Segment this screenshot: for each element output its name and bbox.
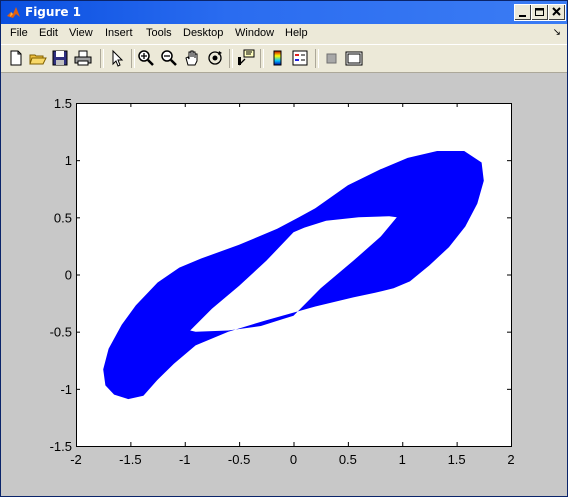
menu-file[interactable]: File [10,27,28,39]
y-tick-label: 0 [65,268,72,283]
toolbar-separator [315,49,319,68]
open-file-icon[interactable] [29,49,47,67]
data-cursor-icon[interactable] [237,49,255,67]
menu-view[interactable]: View [69,27,93,39]
toolbar-separator [260,49,264,68]
toolbar-separator [131,49,135,68]
show-plot-tools-icon[interactable] [345,49,363,67]
window-title: Figure 1 [25,5,82,19]
hide-plot-tools-icon[interactable] [323,49,341,67]
toolbar-separator [229,49,233,68]
close-button[interactable] [548,4,566,21]
x-tick-label: -1 [179,452,191,467]
menu-tools[interactable]: Tools [146,27,172,39]
y-tick-label: 1.5 [54,96,72,111]
menu-edit[interactable]: Edit [39,27,58,39]
edit-plot-arrow-icon[interactable] [108,49,126,67]
insert-colorbar-icon[interactable] [269,49,287,67]
menu-window[interactable]: Window [235,27,275,39]
y-tick-label: 0.5 [54,210,72,225]
menu-desktop[interactable]: Desktop [183,27,224,39]
x-tick-label: -1.5 [119,452,141,467]
x-tick-label: 1 [399,452,406,467]
x-axis-ticks: -2 -1.5 -1 -0.5 0 0.5 1 1.5 2 [70,103,515,467]
zoom-out-icon[interactable] [160,49,178,67]
pan-hand-icon[interactable] [183,49,201,67]
x-tick-label: 0 [290,452,297,467]
figure-canvas: -2 -1.5 -1 -0.5 0 0.5 1 1.5 2 1.5 1 0.5 0 -0.5 -1 -1.5 [1,73,567,496]
zoom-in-icon[interactable] [137,49,155,67]
menubar-dock-arrow-icon[interactable]: ↘ [552,27,561,38]
toolbar-separator [100,49,104,68]
insert-legend-icon[interactable] [291,49,309,67]
y-tick-label: 1 [65,153,72,168]
save-icon[interactable] [51,49,69,67]
matlab-logo-icon [7,7,20,18]
x-tick-label: -2 [70,452,82,467]
menu-bar: File Edit View Insert Tools Desktop Wind… [1,24,567,44]
title-bar[interactable]: Figure 1 [1,1,567,24]
y-tick-label: -0.5 [50,325,72,340]
rotate-3d-icon[interactable] [206,49,224,67]
figure-toolbar [1,44,567,73]
new-figure-icon[interactable] [7,49,25,67]
maximize-button[interactable] [531,4,549,21]
y-tick-label: -1 [60,382,72,397]
menu-insert[interactable]: Insert [105,27,133,39]
x-tick-label: 2 [507,452,514,467]
minimize-button[interactable] [514,4,532,21]
x-tick-label: -0.5 [228,452,250,467]
menu-help[interactable]: Help [285,27,308,39]
plot-svg: -2 -1.5 -1 -0.5 0 0.5 1 1.5 2 1.510.50-0.5-1-1.5 [50,96,515,467]
data-band-fill [103,151,484,400]
y-tick-label: -1.5 [50,439,72,454]
y-axis-ticks: 1.5 1 0.5 0 -0.5 -1 -1.5 [50,96,511,454]
print-icon[interactable] [74,49,92,67]
x-tick-label: 1.5 [448,452,466,467]
x-tick-label: 0.5 [339,452,357,467]
